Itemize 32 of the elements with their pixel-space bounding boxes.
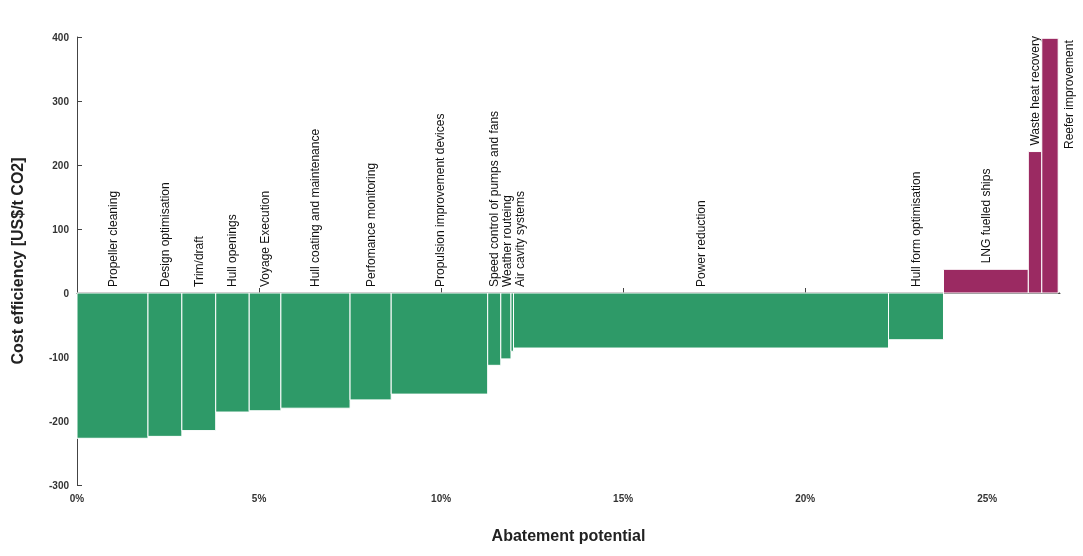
y-tick-label: 100 <box>52 223 70 235</box>
annotation: Propeller cleaning <box>105 190 120 287</box>
annotation: Trim/draft <box>191 235 206 287</box>
annotation: Power reduction <box>694 200 709 287</box>
annotation: Design optimisation <box>158 182 173 287</box>
annotation: Hull openings <box>225 214 240 287</box>
annotation: Hull coating and maintenance <box>308 128 323 287</box>
annotation: Perfomance monitoring <box>363 162 378 287</box>
y-tick-label: 300 <box>52 95 70 107</box>
x-tick-label: 25% <box>977 492 998 504</box>
y-axis-title: Cost efficiency [US$/t CO2] <box>8 157 26 365</box>
annotation: Waste heat recovery <box>1028 35 1043 146</box>
x-tick-label: 15% <box>613 492 634 504</box>
x-tick-label: 20% <box>795 492 816 504</box>
annotation: Weather routeing <box>500 195 515 287</box>
annotation: LNG fuelled ships <box>979 168 994 264</box>
y-tick-label: -300 <box>48 479 70 491</box>
annotation: Voyage Execution <box>258 190 273 287</box>
annotation: Hull form optimisation <box>909 171 924 287</box>
x-tick-label: 0% <box>69 492 85 504</box>
y-tick-label: -200 <box>48 415 70 427</box>
y-tick-label: 0 <box>63 287 70 299</box>
y-tick-label: 200 <box>52 159 70 171</box>
annotation: Speed control of pumps and fans <box>487 110 502 287</box>
x-tick-label: 10% <box>431 492 452 504</box>
x-axis-title: Abatement potential <box>491 526 646 544</box>
x-tick-label: 5% <box>251 492 267 504</box>
annotation: Propulsion improvement devices <box>432 113 447 287</box>
annotation: Reefer improvement <box>1062 39 1076 149</box>
y-tick-label: -100 <box>48 351 70 363</box>
y-tick-label: 400 <box>52 31 70 43</box>
annotation: Air cavity systems <box>513 190 528 287</box>
